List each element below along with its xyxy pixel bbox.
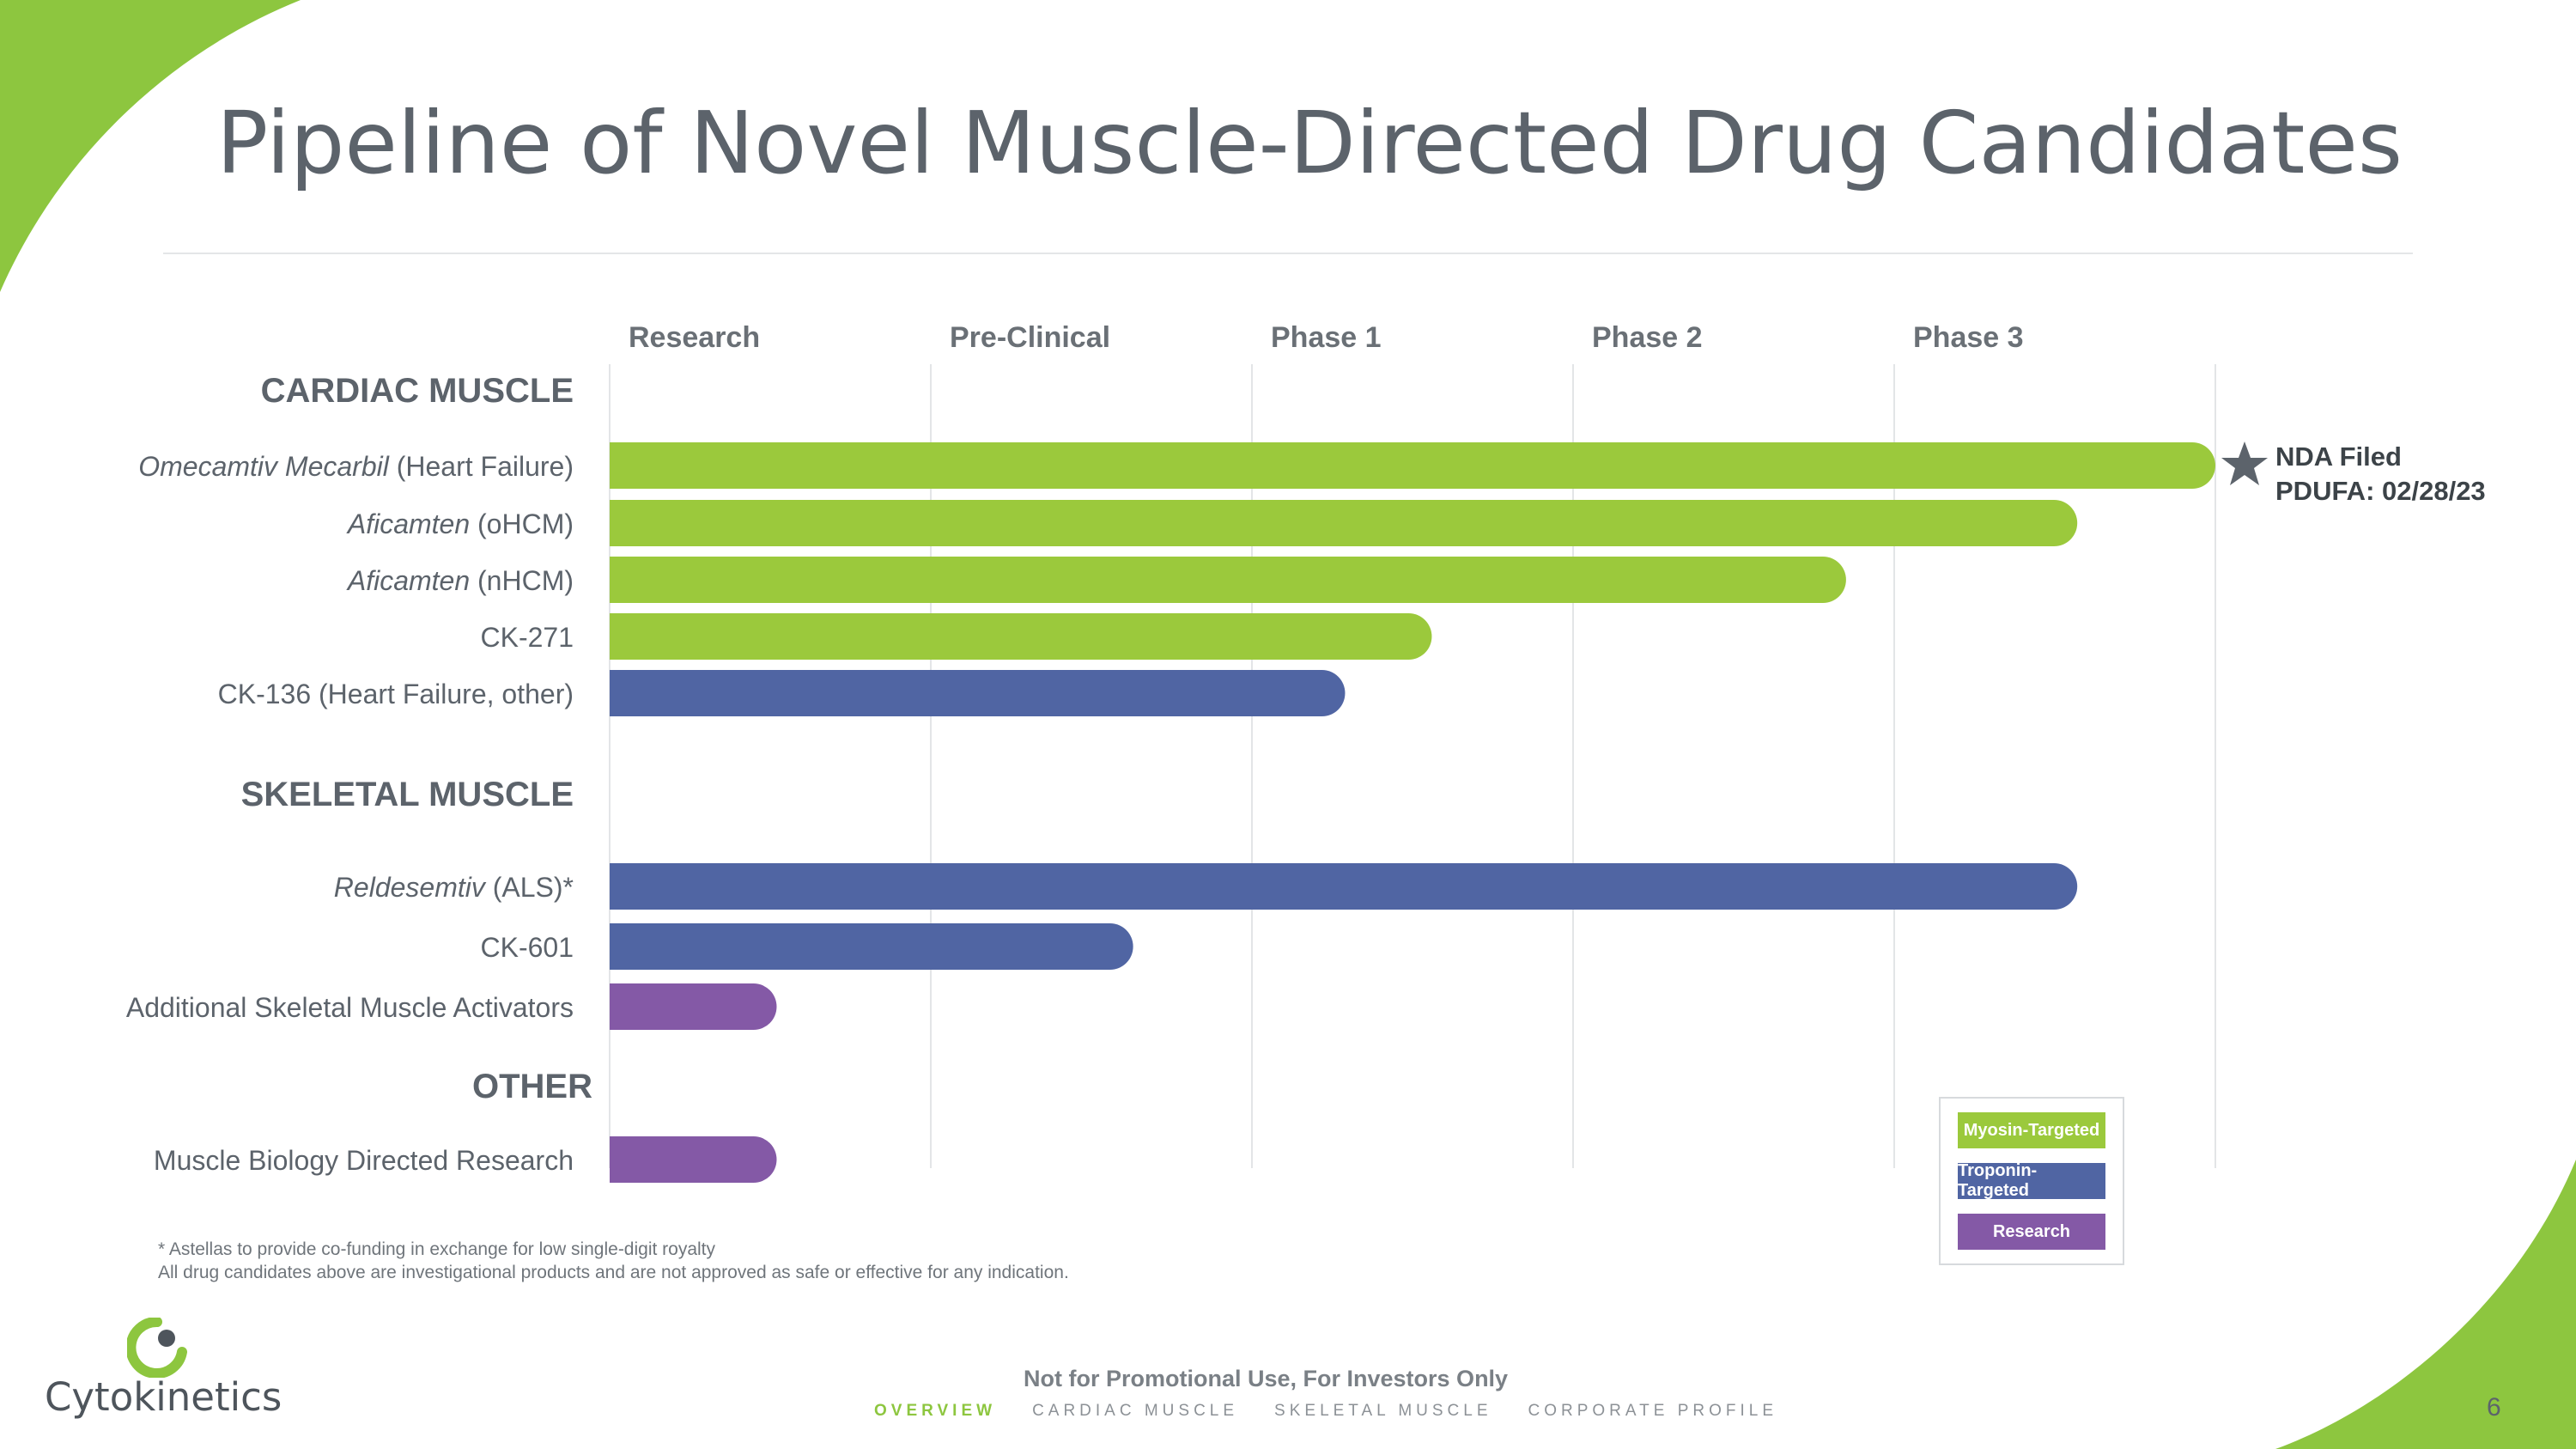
pipeline-bar — [610, 983, 777, 1030]
bottom-right-green-swoosh — [2275, 1160, 2576, 1449]
pipeline-bar — [610, 442, 2215, 489]
row-label: Muscle Biology Directed Research — [154, 1145, 574, 1176]
footnotes: * Astellas to provide co-funding in exch… — [158, 1238, 1069, 1284]
footer-disclaimer: Not for Promotional Use, For Investors O… — [1024, 1366, 1509, 1391]
group-header: OTHER — [472, 1068, 592, 1105]
legend-troponin-targeted: Troponin-Targeted — [1958, 1161, 2105, 1200]
footer-nav-cardiac-muscle[interactable]: CARDIAC MUSCLE — [1032, 1402, 1239, 1420]
footnote-astellas: * Astellas to provide co-funding in exch… — [158, 1239, 716, 1259]
footnote-disclaimer: All drug candidates above are investigat… — [158, 1263, 1069, 1282]
pipeline-bar — [610, 557, 1846, 603]
footer-nav-skeletal-muscle[interactable]: SKELETAL MUSCLE — [1274, 1402, 1492, 1420]
row-label: Reldesemtiv (ALS)* — [334, 872, 574, 903]
row-label: Aficamten (oHCM) — [346, 508, 574, 539]
page-title: Pipeline of Novel Muscle-Directed Drug C… — [216, 93, 2403, 193]
row-label: Aficamten (nHCM) — [346, 565, 574, 596]
nda-annotation: NDA Filed PDUFA: 02/28/23 — [2275, 440, 2486, 508]
stage-header: Phase 3 — [1913, 321, 2024, 354]
pipeline-bar — [610, 613, 1432, 660]
row-label: CK-271 — [481, 622, 574, 653]
top-left-green-swoosh — [0, 0, 301, 292]
stage-header: Research — [629, 321, 760, 354]
group-header: SKELETAL MUSCLE — [241, 776, 574, 813]
pipeline-bar — [610, 1136, 777, 1183]
title-divider — [163, 253, 2413, 254]
logo-icon — [127, 1318, 187, 1378]
legend-myosin-targeted: Myosin-Targeted — [1958, 1112, 2105, 1148]
cytokinetics-logo: Cytokinetics — [45, 1318, 282, 1429]
logo-wordmark: Cytokinetics — [45, 1374, 283, 1420]
stage-header: Phase 2 — [1592, 321, 1703, 354]
pipeline-bar — [610, 863, 2078, 910]
group-header: CARDIAC MUSCLE — [261, 372, 574, 410]
star-icon — [2219, 438, 2270, 490]
stage-header: Phase 1 — [1271, 321, 1382, 354]
row-label: Additional Skeletal Muscle Activators — [126, 992, 574, 1023]
legend-research: Research — [1958, 1214, 2105, 1250]
pipeline-bar — [610, 500, 2078, 546]
pdufa-date-label: PDUFA: 02/28/23 — [2275, 476, 2486, 506]
pipeline-bar — [610, 670, 1346, 716]
nda-filed-label: NDA Filed — [2275, 441, 2402, 472]
stage-header: Pre-Clinical — [950, 321, 1110, 354]
row-label: Omecamtiv Mecarbil (Heart Failure) — [138, 451, 574, 482]
chart-legend: Myosin-Targeted Troponin-Targeted Resear… — [1939, 1097, 2124, 1265]
row-label: CK-601 — [481, 932, 574, 963]
footer-nav-overview[interactable]: OVERVIEW — [874, 1402, 997, 1420]
row-label: CK-136 (Heart Failure, other) — [218, 679, 574, 709]
pipeline-bar — [610, 923, 1133, 970]
footer-nav-corporate-profile[interactable]: CORPORATE PROFILE — [1528, 1402, 1778, 1420]
page-number: 6 — [2487, 1393, 2501, 1422]
footer-navigation: OVERVIEW CARDIAC MUSCLE SKELETAL MUSCLE … — [874, 1402, 1777, 1421]
